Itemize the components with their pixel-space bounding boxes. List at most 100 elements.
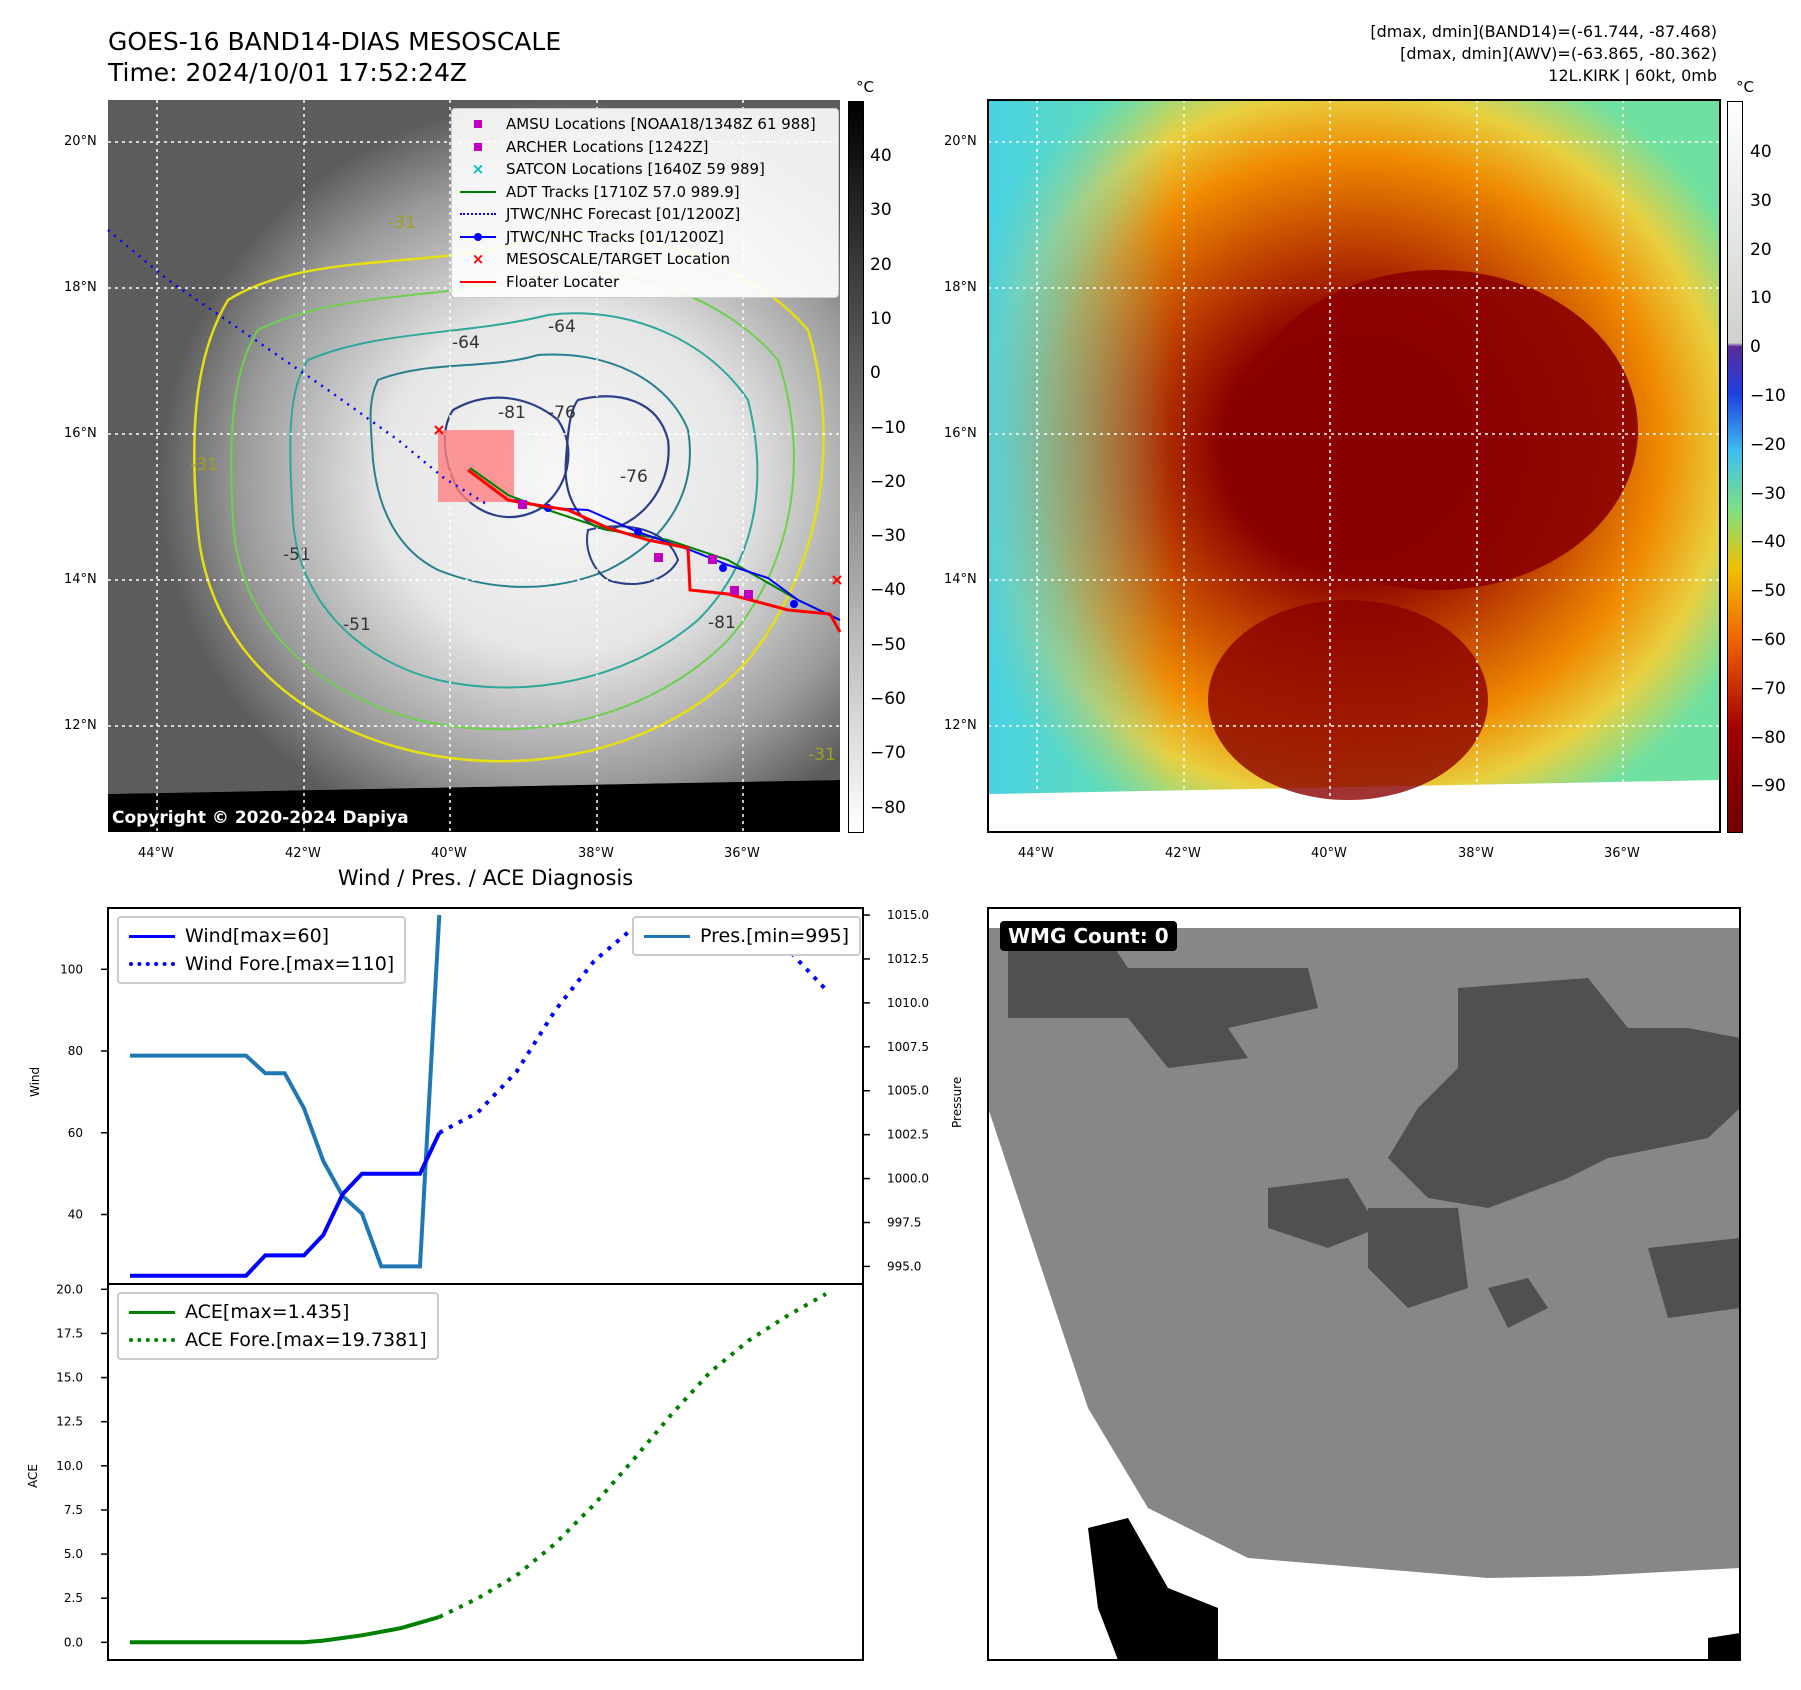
contour-label: -31 xyxy=(808,745,836,765)
contour-label: -76 xyxy=(548,403,576,423)
contour-label: -31 xyxy=(190,455,218,475)
lon-label: 42°W xyxy=(285,846,321,861)
legend-item: × SATCON Locations [1640Z 59 989] xyxy=(471,160,765,179)
ace-line xyxy=(130,1615,440,1645)
lat-label: 20°N xyxy=(64,134,97,149)
amsu-markers xyxy=(518,500,753,599)
wv-colorbar-tick: 30 xyxy=(1750,190,1772,211)
lon-label: 38°W xyxy=(1458,846,1494,861)
wv-colorbar-tick: −20 xyxy=(1750,434,1786,455)
wind-forecast-line xyxy=(438,926,828,1135)
contour-label: -64 xyxy=(548,317,576,337)
pressure-ylabel: Pressure xyxy=(950,1076,964,1128)
ir-colorbar-tick: −30 xyxy=(870,526,906,547)
contour-label: -76 xyxy=(620,467,648,487)
wv-colorbar-tick: 0 xyxy=(1750,337,1761,358)
info-band14-range: [dmax, dmin](BAND14)=(-61.744, -87.468) xyxy=(1370,22,1717,41)
lon-label: 44°W xyxy=(138,846,174,861)
ir-colorbar-tick: −60 xyxy=(870,689,906,709)
ir-colorbar-tick: 20 xyxy=(870,254,892,275)
wind-tick-label: 100 xyxy=(60,962,83,976)
ir-colorbar-unit: °C xyxy=(856,78,874,96)
ace-ylabel: ACE xyxy=(26,1464,40,1488)
ir-colorbar-tick: −50 xyxy=(870,634,906,655)
pressure-tick-label: 997.5 xyxy=(887,1216,921,1230)
legend-item: AMSU Locations [NOAA18/1348Z 61 988] xyxy=(460,113,830,136)
wv-colorbar-tick: −30 xyxy=(1750,483,1786,504)
wv-map xyxy=(987,99,1721,833)
ace-tick-label: 12.5 xyxy=(56,1415,83,1429)
ace-tick-label: 17.5 xyxy=(56,1326,83,1340)
wv-colorbar xyxy=(1727,101,1743,833)
wv-colorbar-unit: °C xyxy=(1736,78,1754,96)
ir-colorbar-tick: −10 xyxy=(870,417,906,438)
ir-colorbar-tick: 40 xyxy=(870,146,892,166)
legend-item: Wind Fore.[max=110] xyxy=(129,950,394,978)
contour-label: -81 xyxy=(498,403,526,423)
lat-label: 18°N xyxy=(64,280,97,295)
lon-label: 36°W xyxy=(1604,846,1640,861)
lat-label: 14°N xyxy=(64,572,97,587)
lon-label: 40°W xyxy=(431,846,467,861)
pressure-tick-label: 1005.0 xyxy=(887,1084,929,1098)
page-title: GOES-16 BAND14-DIAS MESOSCALE xyxy=(108,27,562,56)
ir-colorbar-tick: −40 xyxy=(870,580,906,601)
wv-colorbar-tick: −80 xyxy=(1750,727,1786,748)
page-subtitle-time: Time: 2024/10/01 17:52:24Z xyxy=(108,58,467,87)
ace-tick-label: 0.0 xyxy=(64,1635,83,1649)
wv-colorbar-tick: −50 xyxy=(1750,581,1786,602)
wv-colorbar-tick: −60 xyxy=(1750,630,1786,650)
pressure-line xyxy=(130,914,442,1269)
legend-item: JTWC/NHC Tracks [01/1200Z] xyxy=(460,226,830,249)
ace-legend: ACE[max=1.435] ACE Fore.[max=19.7381] xyxy=(117,1292,439,1360)
floater-track xyxy=(467,468,842,633)
ace-tick-label: 2.5 xyxy=(64,1591,83,1605)
lon-label: 40°W xyxy=(1311,846,1347,861)
ace-axes xyxy=(107,1283,864,1661)
pressure-tick-label: 995.0 xyxy=(887,1259,921,1273)
ir-colorbar-tick: 0 xyxy=(870,363,881,384)
lat-label: 20°N xyxy=(944,134,977,149)
lat-label: 14°N xyxy=(944,572,977,587)
pressure-tick-label: 1002.5 xyxy=(887,1128,929,1142)
lat-label: 16°N xyxy=(944,426,977,441)
pressure-tick-label: 1015.0 xyxy=(887,908,929,922)
contour-label: -64 xyxy=(452,333,480,353)
ir-colorbar-tick: −70 xyxy=(870,743,906,764)
legend-item: Pres.[min=995] xyxy=(644,922,849,950)
lon-label: 42°W xyxy=(1165,846,1201,861)
legend-item: ADT Tracks [1710Z 57.0 989.9] xyxy=(460,181,830,204)
ir-colorbar-tick: −80 xyxy=(870,797,906,818)
lat-label: 12°N xyxy=(64,718,97,733)
wv-colorbar-tick: 20 xyxy=(1750,239,1772,260)
contour-label: -31 xyxy=(388,213,416,233)
legend-item: × MESOSCALE/TARGET Location xyxy=(471,250,731,269)
forecast-track xyxy=(107,229,489,507)
ace-tick-label: 15.0 xyxy=(56,1371,83,1385)
legend-item: Floater Locater xyxy=(460,271,830,294)
diagnosis-title: Wind / Pres. / ACE Diagnosis xyxy=(337,866,634,890)
info-storm-id: 12L.KIRK | 60kt, 0mb xyxy=(1548,66,1717,85)
wind-tick-label: 60 xyxy=(68,1126,83,1140)
ace-tick-label: 5.0 xyxy=(64,1547,83,1561)
legend-item: ACE[max=1.435] xyxy=(129,1298,427,1326)
wind-tick-label: 40 xyxy=(68,1208,83,1222)
ir-colorbar-tick: −20 xyxy=(870,471,906,492)
lon-label: 44°W xyxy=(1018,846,1054,861)
wind-legend: Wind[max=60] Wind Fore.[max=110] xyxy=(117,916,407,984)
legend-item: ARCHER Locations [1242Z] xyxy=(460,136,830,159)
ir-colorbar-tick: 10 xyxy=(870,308,892,329)
legend-item: ACE Fore.[max=19.7381] xyxy=(129,1326,427,1354)
wv-colorbar-tick: −40 xyxy=(1750,532,1786,553)
ace-forecast-line xyxy=(438,1292,827,1619)
lat-label: 16°N xyxy=(64,426,97,441)
legend-item: Wind[max=60] xyxy=(129,922,394,950)
pressure-tick-label: 1007.5 xyxy=(887,1040,929,1054)
wind-tick-label: 80 xyxy=(68,1044,83,1058)
ace-tick-label: 10.0 xyxy=(56,1459,83,1473)
lon-label: 38°W xyxy=(578,846,614,861)
ir-colorbar-tick: 30 xyxy=(870,200,892,221)
lon-label: 36°W xyxy=(724,846,760,861)
pressure-legend: Pres.[min=995] xyxy=(632,916,861,956)
